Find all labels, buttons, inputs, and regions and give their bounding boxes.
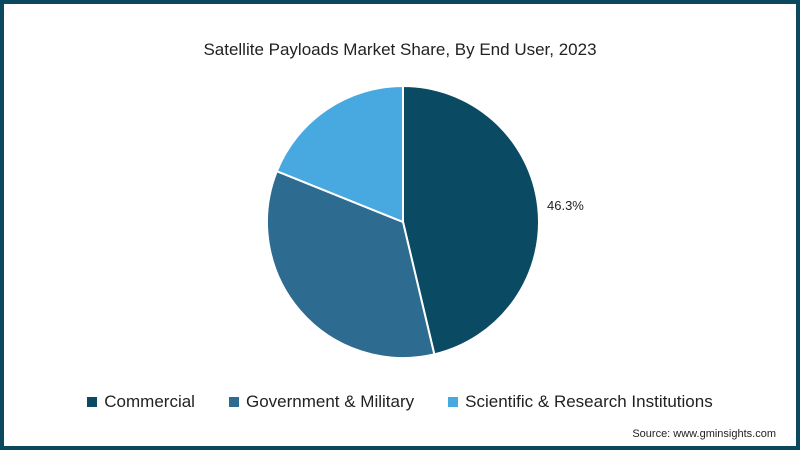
legend-label: Commercial — [104, 392, 195, 411]
legend-item-commercial: Commercial — [87, 392, 195, 412]
commercial-swatch-icon — [87, 397, 98, 407]
commercial-slice-label: 46.3% — [547, 198, 584, 213]
legend-item-scientific-research: Scientific & Research Institutions — [448, 392, 713, 412]
government-swatch-icon — [228, 397, 239, 407]
pie-slice-commercial — [402, 84, 540, 356]
legend-item-government-military: Government & Military — [228, 392, 415, 412]
chart-title: Satellite Payloads Market Share, By End … — [203, 40, 597, 59]
legend: Commercial Government & Military Scienti… — [0, 392, 800, 412]
scientific-swatch-icon — [448, 397, 459, 407]
legend-label: Government & Military — [245, 392, 415, 411]
source-credit: Source: www.gminsights.com — [632, 428, 776, 440]
pie-slice-scientific-research-institutions — [275, 84, 404, 224]
legend-label: Scientific & Research Institutions — [465, 392, 713, 411]
